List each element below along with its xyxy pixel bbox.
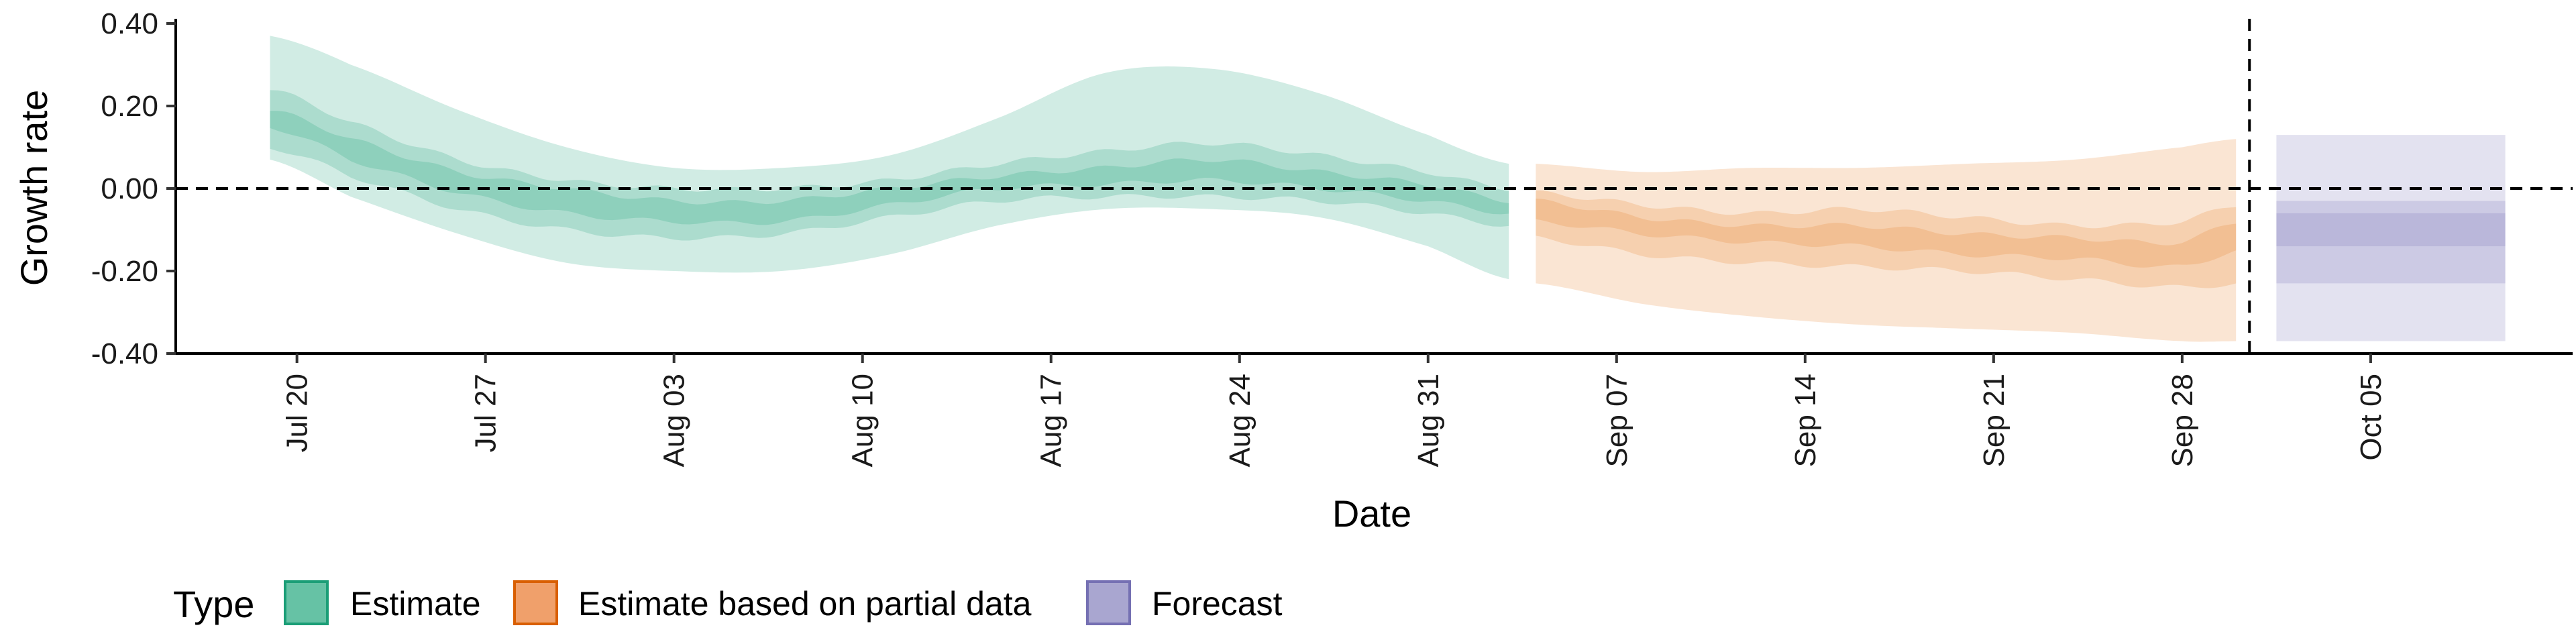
legend-swatch-forecast (1086, 580, 1131, 625)
x-tick-label: Sep 21 (1978, 374, 2010, 467)
legend-label-forecast: Forecast (1152, 585, 1283, 623)
estimate-band-inner (270, 111, 1509, 225)
x-tick-label: Aug 31 (1412, 374, 1445, 467)
y-tick-label: 0.20 (101, 90, 158, 123)
estimate-based-on-partial-data-band-middle (1536, 190, 2237, 288)
x-tick-label: Aug 03 (658, 374, 691, 467)
legend-title: Type (173, 583, 254, 625)
estimate-based-on-partial-data-band-inner (1536, 199, 2237, 268)
axes: -0.40 -0.20 0.00 0.20 0.40 Jul 20 Jul 27 Aug 03… (91, 7, 2573, 467)
y-tick-label: -0.20 (91, 255, 158, 288)
forecast-band-middle (2276, 201, 2506, 284)
y-tick-label: -0.40 (91, 337, 158, 370)
y-tick-label: 0.40 (101, 7, 158, 40)
estimate-band-middle (270, 90, 1509, 241)
legend-label-partial-data: Estimate based on partial data (578, 585, 1032, 623)
y-axis-title: Growth rate (13, 90, 55, 286)
forecast-band-outer (2276, 135, 2506, 341)
x-tick-label: Sep 14 (1789, 374, 1822, 467)
x-tick-label: Sep 28 (2166, 374, 2199, 467)
legend: Type Estimate Estimate based on partial … (173, 580, 1283, 625)
legend-swatch-partial-data (513, 580, 558, 625)
legend-label-estimate: Estimate (350, 585, 481, 623)
forecast-band-inner (2276, 213, 2506, 247)
x-tick-label: Oct 05 (2355, 374, 2387, 461)
x-tick-label: Sep 07 (1601, 374, 1633, 467)
x-tick-label: Aug 17 (1035, 374, 1068, 467)
x-tick-label: Jul 20 (281, 374, 314, 452)
x-tick-label: Aug 24 (1224, 374, 1256, 467)
legend-swatch-estimate (284, 580, 329, 625)
x-tick-label: Aug 10 (847, 374, 879, 467)
x-axis-title: Date (1332, 492, 1411, 535)
x-tick-label: Jul 27 (470, 374, 502, 452)
reference-lines (176, 19, 2573, 354)
y-tick-label: 0.00 (101, 172, 158, 205)
estimate-band-outer (270, 36, 1509, 280)
